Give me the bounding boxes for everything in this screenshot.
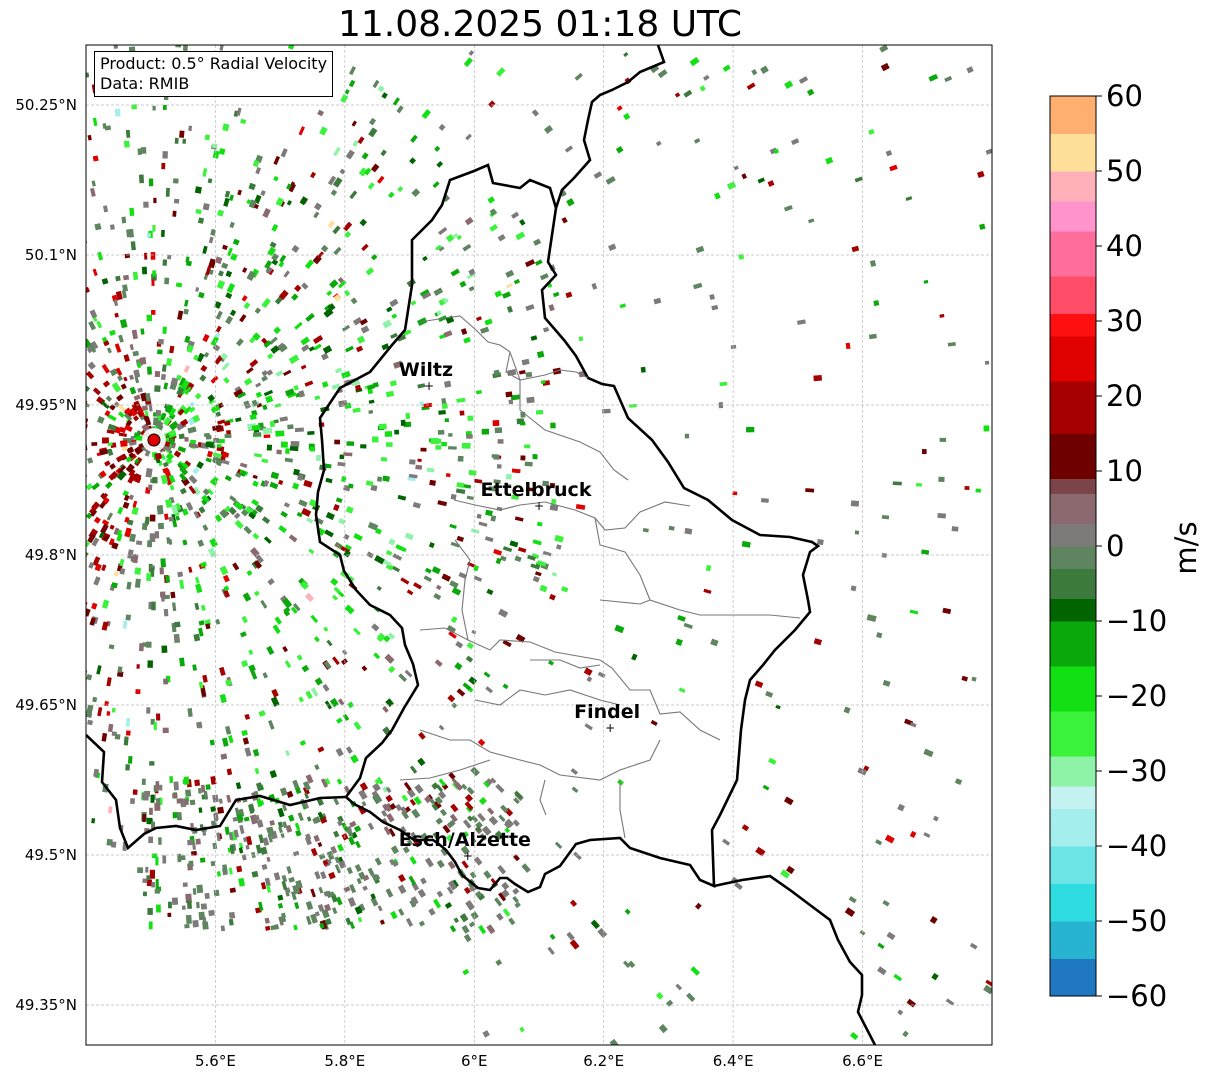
colorbar-segment (1050, 621, 1096, 667)
colorbar-segment (1050, 433, 1096, 479)
x-tick-label: 5.6°E (195, 1052, 236, 1070)
colorbar-segment (1050, 201, 1096, 232)
y-tick-label: 49.8°N (25, 546, 77, 564)
colorbar-tick-label: −20 (1106, 679, 1167, 713)
colorbar-segment (1050, 958, 1096, 997)
city-markers: +Wiltz+Ettelbruck+Findel+Esch/Alzette (399, 359, 641, 863)
france-border (713, 874, 877, 1045)
luxembourg-border (314, 163, 821, 894)
canton-borders (399, 315, 801, 839)
map-grid (86, 45, 992, 1045)
axis-ticks: 5.6°E 5.8°E 6°E 6.2°E 6.4°E 6.6°E 49.35°N 49.5°… (15, 96, 883, 1070)
colorbar-tick-label: 10 (1106, 454, 1143, 488)
colorbar-segment (1050, 96, 1096, 134)
colorbar-segment (1050, 546, 1096, 569)
colorbar-tick-label: 30 (1106, 304, 1143, 338)
colorbar-tick-label: −10 (1106, 604, 1167, 638)
city-marker-icon: + (605, 721, 615, 735)
data-source-label: Data: RMIB (100, 74, 190, 93)
colorbar-segment (1050, 336, 1096, 382)
colorbar-segment (1050, 808, 1096, 847)
map-frame (85, 44, 993, 1046)
x-tick-label: 5.8°E (324, 1052, 365, 1070)
colorbar-tick-label: 40 (1106, 229, 1143, 263)
colorbar-segment (1050, 276, 1096, 314)
radar-site-dot (147, 433, 161, 447)
colorbar-tick-label: −50 (1106, 904, 1167, 938)
colorbar-tick-label: −60 (1106, 979, 1167, 1013)
y-tick-label: 49.5°N (25, 846, 77, 864)
colorbar-tick-label: 60 (1106, 79, 1143, 113)
belgium-france-border (86, 734, 347, 851)
colorbar-segment (1050, 313, 1096, 337)
colorbar-tick-label: 20 (1106, 379, 1143, 413)
colorbar-segment (1050, 598, 1096, 622)
colorbar-tick-label: −40 (1106, 829, 1167, 863)
city-label: Ettelbruck (481, 479, 592, 501)
colorbar-segment (1050, 381, 1096, 434)
x-tick-label: 6.4°E (713, 1052, 754, 1070)
product-label: Product: 0.5° Radial Velocity (100, 54, 328, 73)
x-tick-label: 6.6°E (842, 1052, 883, 1070)
city-marker-icon: + (463, 849, 473, 863)
colorbar-segment (1050, 478, 1096, 494)
colorbar-tick-label: 50 (1106, 154, 1143, 188)
y-tick-label: 50.25°N (15, 96, 77, 114)
map-title: 11.08.2025 01:18 UTC (337, 4, 743, 45)
y-tick-label: 50.1°N (25, 246, 77, 264)
colorbar-segment (1050, 523, 1096, 547)
x-tick-label: 6.2°E (583, 1052, 624, 1070)
colorbar-segment (1050, 846, 1096, 884)
city-label: Wiltz (399, 359, 453, 381)
radial-velocity-layer (86, 45, 992, 1045)
colorbar-segment (1050, 756, 1096, 787)
city-label: Findel (574, 701, 640, 723)
colorbar-segment (1050, 921, 1096, 959)
colorbar-unit-label: m/s (1169, 521, 1203, 574)
y-tick-label: 49.65°N (15, 696, 77, 714)
y-tick-label: 49.35°N (15, 996, 77, 1014)
colorbar-segment (1050, 231, 1096, 277)
city-label: Esch/Alzette (399, 829, 531, 851)
x-tick-label: 6°E (461, 1052, 488, 1070)
colorbar-segment (1050, 171, 1096, 202)
colorbar-tick-label: −30 (1106, 754, 1167, 788)
radar-site-marker (147, 433, 161, 447)
colorbar-tick-label: 0 (1106, 529, 1124, 563)
colorbar-segment (1050, 568, 1096, 599)
colorbar-segment (1050, 883, 1096, 922)
y-tick-label: 49.95°N (15, 396, 77, 414)
colorbar-segment (1050, 493, 1096, 524)
germany-border (554, 45, 666, 209)
city-marker-icon: + (424, 379, 434, 393)
product-info-box: Product: 0.5° Radial Velocity Data: RMIB (94, 51, 334, 97)
colorbar-segment (1050, 133, 1096, 172)
city-marker-icon: + (534, 499, 544, 513)
map-background (86, 45, 992, 1045)
colorbar: 60 50 40 30 20 10 0 −10 −20 −30 −40 −50 −60 m/s (1049, 79, 1203, 1013)
colorbar-segment (1050, 786, 1096, 809)
colorbar-segment (1050, 666, 1096, 712)
colorbar-segment (1050, 711, 1096, 757)
